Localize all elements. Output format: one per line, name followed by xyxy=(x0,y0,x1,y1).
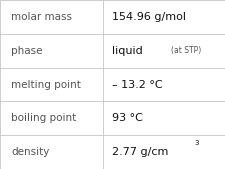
Text: (at STP): (at STP) xyxy=(170,46,200,55)
Text: melting point: melting point xyxy=(11,79,81,90)
Text: boiling point: boiling point xyxy=(11,113,76,123)
Text: 154.96 g/mol: 154.96 g/mol xyxy=(111,12,185,22)
Text: 3: 3 xyxy=(194,140,198,146)
Text: 2.77 g/cm: 2.77 g/cm xyxy=(111,147,167,157)
Text: phase: phase xyxy=(11,46,43,56)
Text: – 13.2 °C: – 13.2 °C xyxy=(111,79,162,90)
Text: density: density xyxy=(11,147,50,157)
Text: liquid: liquid xyxy=(111,46,142,56)
Text: 93 °C: 93 °C xyxy=(111,113,142,123)
Text: molar mass: molar mass xyxy=(11,12,72,22)
